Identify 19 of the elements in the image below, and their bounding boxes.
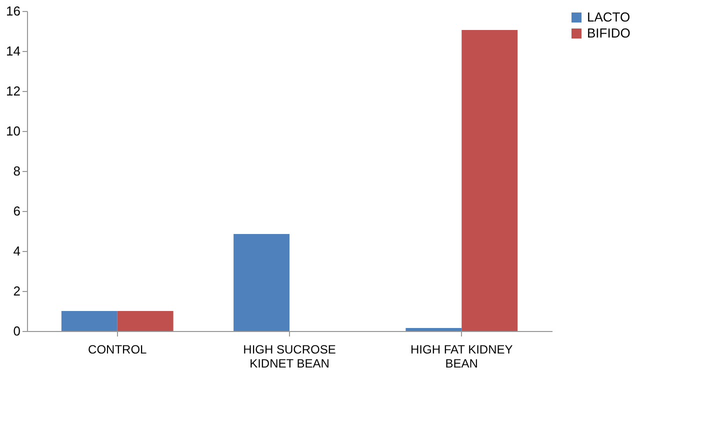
y-tick-label: 14 [6, 44, 20, 58]
x-tick-label: HIGH FAT KIDNEY BEAN [410, 342, 513, 370]
y-tick-label: 6 [13, 204, 20, 218]
bar [406, 328, 462, 331]
y-tick-label: 0 [13, 324, 20, 338]
bar [61, 311, 118, 331]
y-tick-label: 16 [6, 4, 20, 18]
legend-label: LACTO [587, 10, 630, 24]
y-tick-label: 12 [6, 84, 20, 98]
x-tick-label: HIGH SUCROSE KIDNET BEAN [243, 342, 336, 370]
bar [234, 234, 290, 331]
y-tick-label: 2 [13, 284, 20, 298]
bar [117, 311, 174, 331]
bar [462, 30, 518, 331]
y-tick-label: 4 [13, 244, 20, 258]
y-tick-label: 10 [6, 124, 20, 138]
x-tick-label: CONTROL [88, 342, 148, 356]
legend-label: BIFIDO [587, 26, 630, 40]
y-tick-label: 8 [13, 164, 20, 178]
